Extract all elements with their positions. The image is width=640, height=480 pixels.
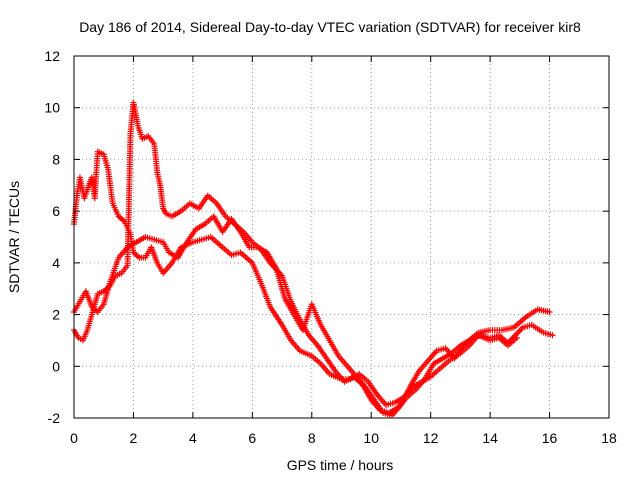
x-tick-label: 10	[363, 430, 379, 446]
x-tick-label: 18	[601, 430, 617, 446]
y-tick-label: 8	[52, 151, 60, 167]
x-tick-label: 6	[248, 430, 256, 446]
x-tick-label: 8	[308, 430, 316, 446]
data-point	[549, 332, 556, 339]
axis-ticks	[73, 55, 610, 419]
x-tick-label: 16	[542, 430, 558, 446]
y-tick-label: 0	[52, 358, 60, 374]
data-points	[71, 99, 556, 419]
series-1	[71, 148, 520, 409]
x-axis-title: GPS time / hours	[287, 457, 394, 473]
chart-title: Day 186 of 2014, Sidereal Day-to-day VTE…	[79, 19, 581, 35]
x-tick-label: 12	[423, 430, 439, 446]
y-tick-label: 6	[52, 203, 60, 219]
series-3	[71, 213, 556, 419]
y-tick-label: 4	[52, 255, 60, 271]
y-tick-label: 2	[52, 307, 60, 323]
y-tick-labels: -2 0 2 4 6 8 10 12	[44, 48, 60, 426]
y-tick-label: -2	[48, 410, 61, 426]
x-tick-label: 14	[482, 430, 498, 446]
y-axis-title: SDTVAR / TECUs	[6, 181, 22, 293]
x-tick-labels: 0 2 4 6 8 10 12 14 16 18	[70, 430, 617, 446]
data-point	[546, 308, 553, 315]
x-tick-label: 2	[130, 430, 138, 446]
y-tick-label: 10	[44, 100, 60, 116]
x-tick-label: 4	[189, 430, 197, 446]
y-tick-label: 12	[44, 48, 60, 64]
x-tick-label: 0	[70, 430, 78, 446]
plot-frame	[73, 55, 610, 419]
